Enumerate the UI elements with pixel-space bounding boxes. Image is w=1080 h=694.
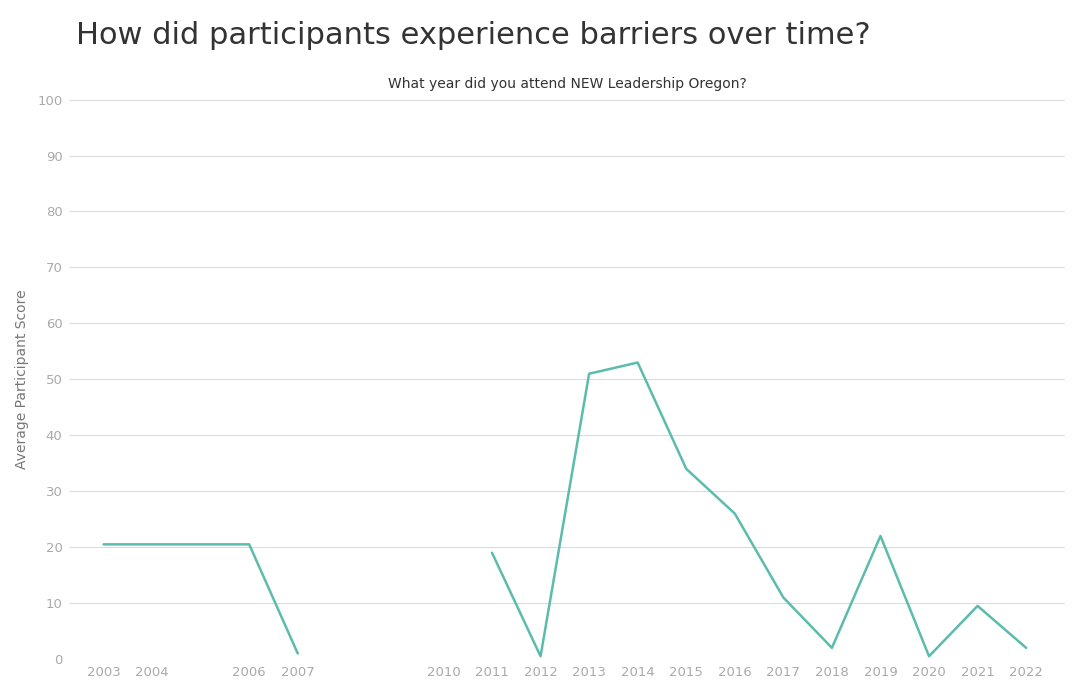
Text: How did participants experience barriers over time?: How did participants experience barriers… xyxy=(76,21,870,50)
Y-axis label: Average Participant Score: Average Participant Score xyxy=(15,289,29,469)
Title: What year did you attend NEW Leadership Oregon?: What year did you attend NEW Leadership … xyxy=(388,78,746,92)
